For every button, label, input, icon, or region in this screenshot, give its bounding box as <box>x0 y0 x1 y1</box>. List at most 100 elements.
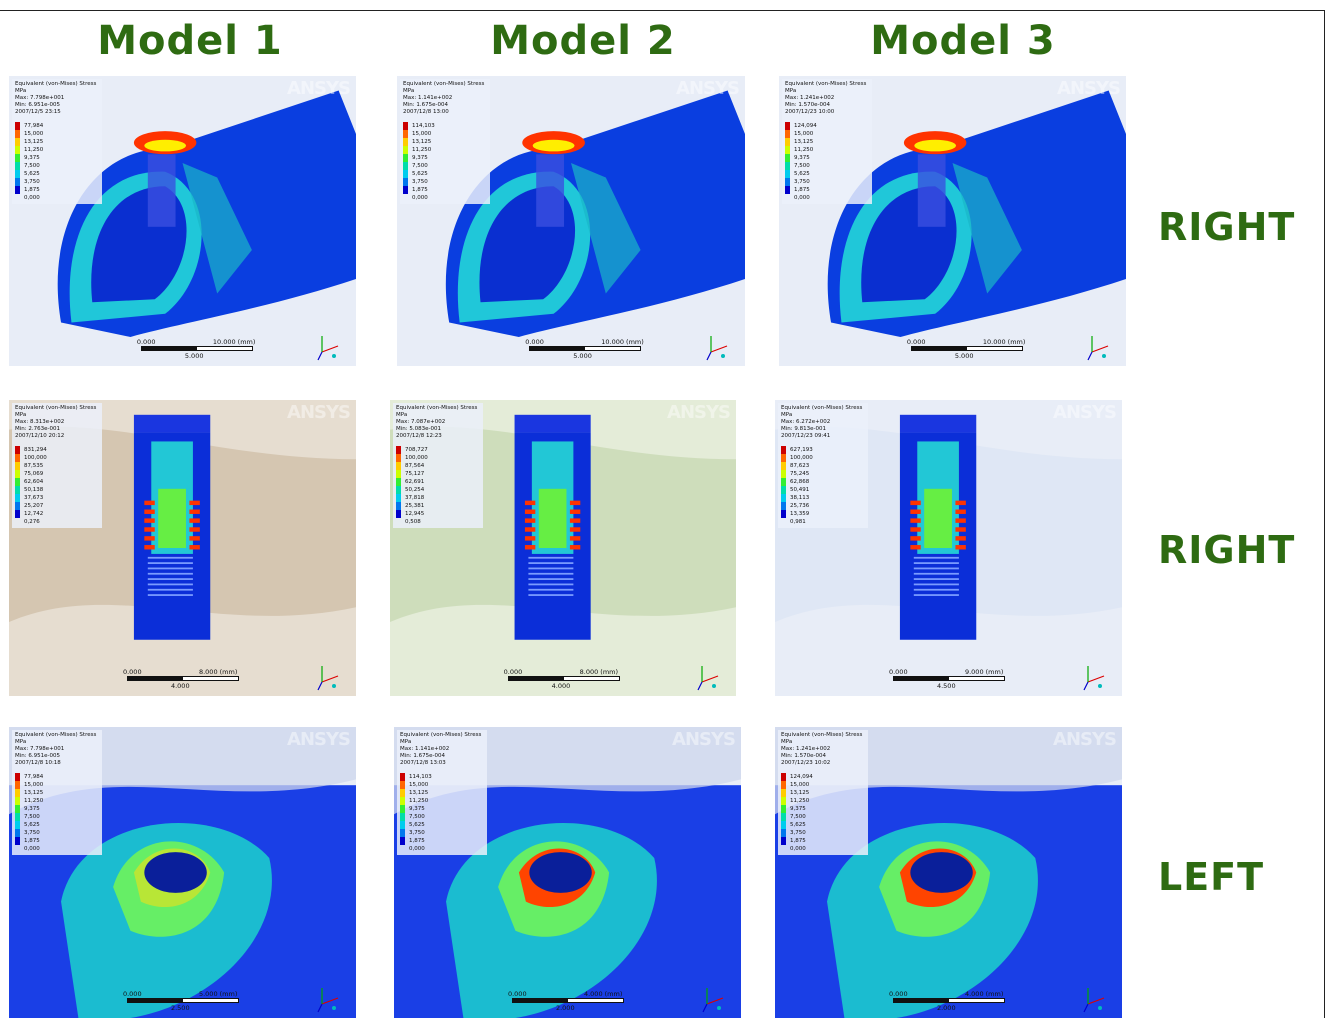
scale-bar-graphic <box>140 346 253 351</box>
legend-colorbar <box>15 773 20 853</box>
legend-value: 627,193 <box>790 447 813 453</box>
legend-color-swatch <box>15 805 20 813</box>
legend-value: 124,094 <box>790 774 813 780</box>
legend-color-swatch <box>396 454 401 462</box>
legend-unit: MPa <box>15 412 27 418</box>
legend-value: 1,875 <box>409 838 425 844</box>
axis-triad-icon <box>1083 988 1105 1013</box>
stress-legend: Equivalent (von-Mises) Stress MPa Max: 6… <box>778 403 868 528</box>
legend-value: 114,103 <box>412 123 435 129</box>
legend-value: 13,125 <box>409 790 429 796</box>
legend-color-swatch <box>15 170 20 178</box>
scale-zero: 0.000 <box>507 990 527 998</box>
legend-unit: MPa <box>781 412 793 418</box>
legend-value: 5,625 <box>794 171 810 177</box>
scale-bar-graphic <box>126 676 239 681</box>
legend-min: Min: 1.675e-004 <box>403 102 448 108</box>
legend-color-swatch <box>396 478 401 486</box>
stress-plot-5: ANSYS Equivalent (von-Mises) Stress MPa … <box>390 400 736 696</box>
legend-min: Min: 1.570e-004 <box>785 102 830 108</box>
legend-unit: MPa <box>400 739 412 745</box>
legend-value: 5,625 <box>412 171 428 177</box>
scale-max: 4.000 (mm) <box>583 990 623 998</box>
legend-color-swatch <box>400 829 405 837</box>
axis-triad-icon <box>317 336 339 361</box>
stress-contour-image <box>397 76 745 366</box>
legend-value: 15,000 <box>409 782 429 788</box>
scale-max: 10.000 (mm) <box>601 338 644 346</box>
legend-color-swatch <box>396 510 401 518</box>
legend-value: 13,125 <box>794 139 814 145</box>
legend-value: 7,500 <box>794 163 810 169</box>
legend-value: 13,125 <box>24 139 44 145</box>
axis-triad-icon <box>317 988 339 1013</box>
legend-color-swatch <box>400 813 405 821</box>
legend-value: 5,625 <box>409 822 425 828</box>
legend-value: 0,508 <box>405 519 421 525</box>
legend-value: 62,604 <box>24 479 44 485</box>
legend-color-swatch <box>15 502 20 510</box>
legend-color-swatch <box>400 837 405 845</box>
legend-color-swatch <box>400 773 405 781</box>
legend-color-swatch <box>15 130 20 138</box>
stress-plot-9: ANSYS Equivalent (von-Mises) Stress MPa … <box>775 727 1122 1018</box>
legend-color-swatch <box>781 797 786 805</box>
stress-plot-8: ANSYS Equivalent (von-Mises) Stress MPa … <box>394 727 741 1018</box>
legend-values: 124,094 15,000 13,125 11,250 9,375 7,500 5,625… <box>790 773 813 853</box>
legend-color-swatch <box>15 789 20 797</box>
scale-mid: 5.000 <box>954 352 974 360</box>
scale-bar-graphic <box>511 998 624 1003</box>
legend-value: 12,945 <box>405 511 425 517</box>
legend-color-swatch <box>15 829 20 837</box>
legend-title: Equivalent (von-Mises) Stress <box>400 732 482 738</box>
legend-colorbar <box>15 446 20 526</box>
ansys-watermark: ANSYS <box>287 729 351 750</box>
ansys-watermark: ANSYS <box>667 402 731 423</box>
column-title-model-3: Model 3 <box>870 18 1056 64</box>
legend-max: Max: 8.313e+002 <box>15 419 65 425</box>
legend-colorbar <box>781 446 786 526</box>
legend-color-swatch <box>403 138 408 146</box>
legend-value: 0,000 <box>794 195 810 201</box>
legend-value: 114,103 <box>409 774 432 780</box>
scale-bar-graphic <box>910 346 1023 351</box>
scale-max: 10.000 (mm) <box>212 338 256 346</box>
legend-color-swatch <box>785 122 790 130</box>
stress-legend: Equivalent (von-Mises) Stress MPa Max: 7… <box>12 730 102 855</box>
column-title-model-2: Model 2 <box>490 18 676 64</box>
legend-color-swatch <box>15 837 20 845</box>
legend-color-swatch <box>396 502 401 510</box>
stress-contour-image <box>9 76 356 366</box>
legend-min: Min: 5.083e-001 <box>396 426 441 432</box>
legend-color-swatch <box>785 154 790 162</box>
legend-colorbar <box>403 122 408 202</box>
legend-min: Min: 2.763e-001 <box>15 426 60 432</box>
legend-value: 37,818 <box>405 495 425 501</box>
legend-max: Max: 1.141e+002 <box>400 746 450 752</box>
legend-value: 25,381 <box>405 503 425 509</box>
legend-color-swatch <box>403 162 408 170</box>
legend-value: 1,875 <box>794 187 810 193</box>
legend-color-swatch <box>15 486 20 494</box>
stress-legend: Equivalent (von-Mises) Stress MPa Max: 1… <box>782 79 872 204</box>
legend-value: 12,742 <box>24 511 44 517</box>
stress-plot-7: ANSYS Equivalent (von-Mises) Stress MPa … <box>9 727 356 1018</box>
legend-value: 0,000 <box>790 846 806 852</box>
legend-value: 1,875 <box>24 187 40 193</box>
legend-value: 77,984 <box>24 123 44 129</box>
legend-value: 9,375 <box>794 155 810 161</box>
legend-max: Max: 6.272e+002 <box>781 419 831 425</box>
legend-color-swatch <box>15 773 20 781</box>
legend-color-swatch <box>15 146 20 154</box>
scale-zero: 0.000 <box>906 338 926 346</box>
legend-value: 75,069 <box>24 471 44 477</box>
legend-date: 2007/12/10 20:12 <box>15 433 65 439</box>
ansys-watermark: ANSYS <box>1053 402 1117 423</box>
legend-color-swatch <box>15 813 20 821</box>
stress-contour-image <box>775 727 1122 1018</box>
legend-value: 15,000 <box>24 782 44 788</box>
legend-value: 1,875 <box>412 187 428 193</box>
legend-color-swatch <box>781 494 786 502</box>
legend-title: Equivalent (von-Mises) Stress <box>403 81 485 87</box>
legend-values: 114,103 15,000 13,125 11,250 9,375 7,500 5,625… <box>409 773 432 853</box>
